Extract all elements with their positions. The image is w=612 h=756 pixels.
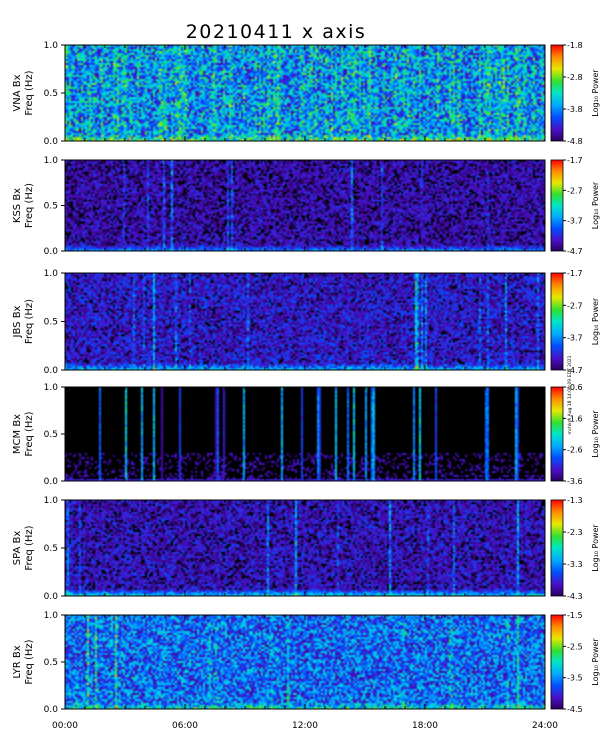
y-tick-label: 1.0 <box>44 269 59 279</box>
colorbar-tick-label: -1.7 <box>567 269 583 278</box>
chart-title: 20210411 x axis <box>186 21 367 43</box>
y-axis-unit-label: Freq (Hz) <box>24 70 35 115</box>
spectrogram-image <box>65 500 545 596</box>
panel-spa: 1.0 0.5 0.0 SPA Bx Freq (Hz) -1.3 -2.3 -3.3 -4.3… <box>12 496 600 602</box>
colorbar-tick-label: -3.8 <box>567 105 583 114</box>
y-axis-label: JBS Bx <box>12 305 23 338</box>
colorbar-tick-label: -4.8 <box>567 137 583 146</box>
colorbar-label: Log₁₀ Power <box>591 524 600 572</box>
y-tick-label: 0.0 <box>44 477 59 487</box>
x-tick-label: 12:00 <box>292 721 318 731</box>
colorbar-tick-label: -4.3 <box>567 592 583 601</box>
colorbar-label: Log₁₀ Power <box>591 69 600 117</box>
y-tick-label: 0.5 <box>44 89 58 99</box>
colorbar <box>550 386 564 482</box>
colorbar-tick-label: -1.5 <box>567 611 583 620</box>
colorbar-tick-label: -2.6 <box>567 446 583 455</box>
colorbar-tick-label: -3.3 <box>567 560 583 569</box>
colorbar-tick-label: -1.3 <box>567 496 583 505</box>
colorbar-tick-label: -4.7 <box>567 247 583 256</box>
y-axis-unit-label: Freq (Hz) <box>24 299 35 344</box>
y-axis-unit-label: Freq (Hz) <box>24 525 35 570</box>
colorbar-tick-label: -2.7 <box>567 301 583 310</box>
y-axis-label: LYR Bx <box>12 645 23 678</box>
y-tick-label: 0.5 <box>44 658 58 668</box>
colorbar-tick-label: -4.5 <box>567 705 583 714</box>
colorbar <box>550 44 564 142</box>
colorbar-label: Log₁₀ Power <box>591 638 600 686</box>
colorbar <box>550 159 564 252</box>
spectrogram-image <box>65 160 545 251</box>
y-tick-label: 0.0 <box>44 366 59 376</box>
y-tick-label: 1.0 <box>44 383 59 393</box>
plot-timestamp: mchkm Aug 18 14:00:09 EDT 2021 <box>567 355 573 434</box>
colorbar-tick-label: -4.7 <box>567 366 583 375</box>
y-axis-label: SPA Bx <box>12 531 23 566</box>
y-axis-unit-label: Freq (Hz) <box>24 183 35 228</box>
colorbar-label: Log₁₀ Power <box>591 297 600 345</box>
colorbar-tick-label: -3.5 <box>567 674 583 683</box>
colorbar-tick-label: -1.6 <box>567 414 583 423</box>
x-tick-label: 18:00 <box>412 721 438 731</box>
spectrogram-image <box>65 615 545 709</box>
y-tick-label: 0.5 <box>44 202 58 212</box>
x-tick-label: 24:00 <box>532 721 558 731</box>
y-tick-label: 0.5 <box>44 544 58 554</box>
colorbar-tick-label: -2.5 <box>567 642 583 651</box>
colorbar <box>550 614 564 710</box>
y-tick-label: 1.0 <box>44 41 59 51</box>
y-tick-label: 1.0 <box>44 156 59 166</box>
colorbar-tick-label: -1.8 <box>567 41 583 50</box>
colorbar-tick-label: -2.3 <box>567 528 583 537</box>
colorbar <box>550 499 564 597</box>
y-tick-label: 0.5 <box>44 430 58 440</box>
y-tick-label: 0.0 <box>44 705 59 715</box>
x-tick-label: 00:00 <box>52 721 78 731</box>
panel-kss: 1.0 0.5 0.0 KSS Bx Freq (Hz) -1.7 -2.7 -3.7 -4.7… <box>12 156 600 257</box>
y-tick-label: 0.0 <box>44 592 59 602</box>
colorbar-tick-label: -2.7 <box>567 186 583 195</box>
spectrogram-image <box>65 273 545 370</box>
y-tick-label: 0.0 <box>44 137 59 147</box>
colorbar-tick-label: -1.7 <box>567 156 583 165</box>
colorbar-label: Log₁₀ Power <box>591 410 600 458</box>
panel-lyr: 1.0 0.5 0.0 LYR Bx Freq (Hz) -1.5 -2.5 -3.5 -4.5… <box>12 611 600 715</box>
panel-jbs: 1.0 0.5 0.0 JBS Bx Freq (Hz) -1.7 -2.7 -3.7 -4.7… <box>12 269 600 376</box>
colorbar-tick-label: -3.7 <box>567 217 583 226</box>
y-axis-unit-label: Freq (Hz) <box>24 639 35 684</box>
colorbar <box>550 272 564 371</box>
panel-mcm: 1.0 0.5 0.0 MCM Bx Freq (Hz) -0.6 -1.6 -2.6 -3.6… <box>12 383 600 487</box>
spectrogram-image <box>65 387 545 481</box>
colorbar-tick-label: -2.8 <box>567 73 583 82</box>
y-axis-label: KSS Bx <box>12 188 23 223</box>
y-tick-label: 0.5 <box>44 318 58 328</box>
y-tick-label: 0.0 <box>44 247 59 257</box>
x-tick-label: 06:00 <box>172 721 198 731</box>
spectrogram-image <box>65 45 545 141</box>
y-tick-label: 1.0 <box>44 611 59 621</box>
y-axis-label: MCM Bx <box>12 414 23 454</box>
y-axis-unit-label: Freq (Hz) <box>24 411 35 456</box>
colorbar-tick-label: -0.6 <box>567 383 583 392</box>
panel-vna: 1.0 0.5 0.0 VNA Bx Freq (Hz) -1.8 -2.8 -3.8 -4.8… <box>12 41 600 147</box>
colorbar-label: Log₁₀ Power <box>591 181 600 229</box>
y-tick-label: 1.0 <box>44 496 59 506</box>
colorbar-tick-label: -3.6 <box>567 477 583 486</box>
y-axis-label: VNA Bx <box>12 74 23 111</box>
colorbar-tick-label: -3.7 <box>567 334 583 343</box>
